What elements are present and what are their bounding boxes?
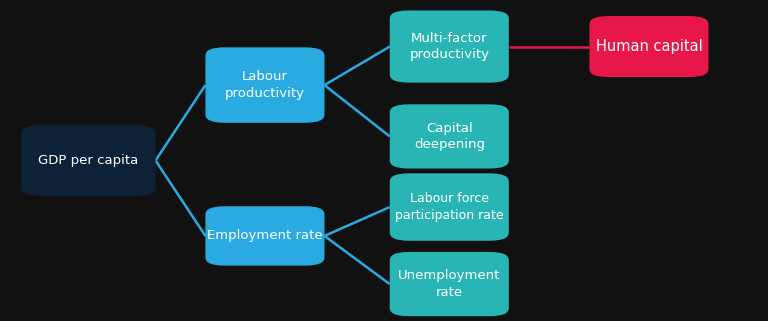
FancyBboxPatch shape [389, 11, 508, 83]
Text: Multi-factor
productivity: Multi-factor productivity [409, 32, 489, 61]
Text: Unemployment
rate: Unemployment rate [398, 269, 501, 299]
Text: Labour
productivity: Labour productivity [225, 70, 305, 100]
Text: Capital
deepening: Capital deepening [414, 122, 485, 151]
FancyBboxPatch shape [589, 16, 708, 77]
FancyBboxPatch shape [205, 206, 324, 266]
FancyBboxPatch shape [389, 252, 508, 316]
FancyBboxPatch shape [22, 125, 155, 196]
Text: GDP per capita: GDP per capita [38, 154, 138, 167]
Text: Human capital: Human capital [596, 39, 702, 54]
FancyBboxPatch shape [205, 48, 324, 123]
FancyBboxPatch shape [389, 173, 508, 241]
Text: Employment rate: Employment rate [207, 230, 323, 242]
FancyBboxPatch shape [389, 104, 508, 169]
Text: Labour force
participation rate: Labour force participation rate [395, 192, 504, 222]
